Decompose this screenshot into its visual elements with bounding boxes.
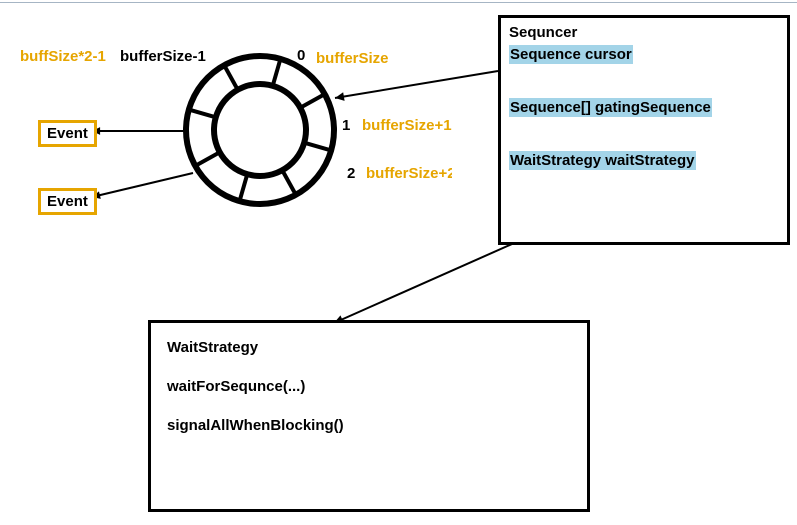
label-idx1: 1: [342, 117, 350, 134]
label-buffersize-p2: bufferSize+25: [366, 165, 452, 182]
label-buffersize: bufferSize: [316, 50, 389, 67]
label-idx2: 2: [347, 165, 355, 182]
event-box-1: Event: [38, 120, 97, 147]
event-box-2: Event: [38, 188, 97, 215]
label-buffersize-1: bufferSize-1: [120, 48, 206, 65]
sequencer-field-gating: Sequence[] gatingSequence: [509, 98, 712, 117]
waitstrategy-method2: signalAllWhenBlocking(): [167, 417, 571, 434]
waitstrategy-title: WaitStrategy: [167, 339, 571, 356]
waitstrategy-method1: waitForSequnce(...): [167, 378, 571, 395]
sequencer-field-cursor: Sequence cursor: [509, 45, 633, 64]
sequencer-box: Sequncer Sequence cursor Sequence[] gati…: [498, 15, 790, 245]
label-buffersize-p1: bufferSize+1: [362, 117, 452, 134]
label-buffsize-2-1: buffSize*2-1: [20, 48, 106, 65]
waitstrategy-box: WaitStrategy waitForSequnce(...) signalA…: [148, 320, 590, 512]
label-idx0: 0: [297, 47, 305, 64]
sequencer-title: Sequncer: [501, 18, 787, 45]
sequencer-field-wait: WaitStrategy waitStrategy: [509, 151, 696, 170]
